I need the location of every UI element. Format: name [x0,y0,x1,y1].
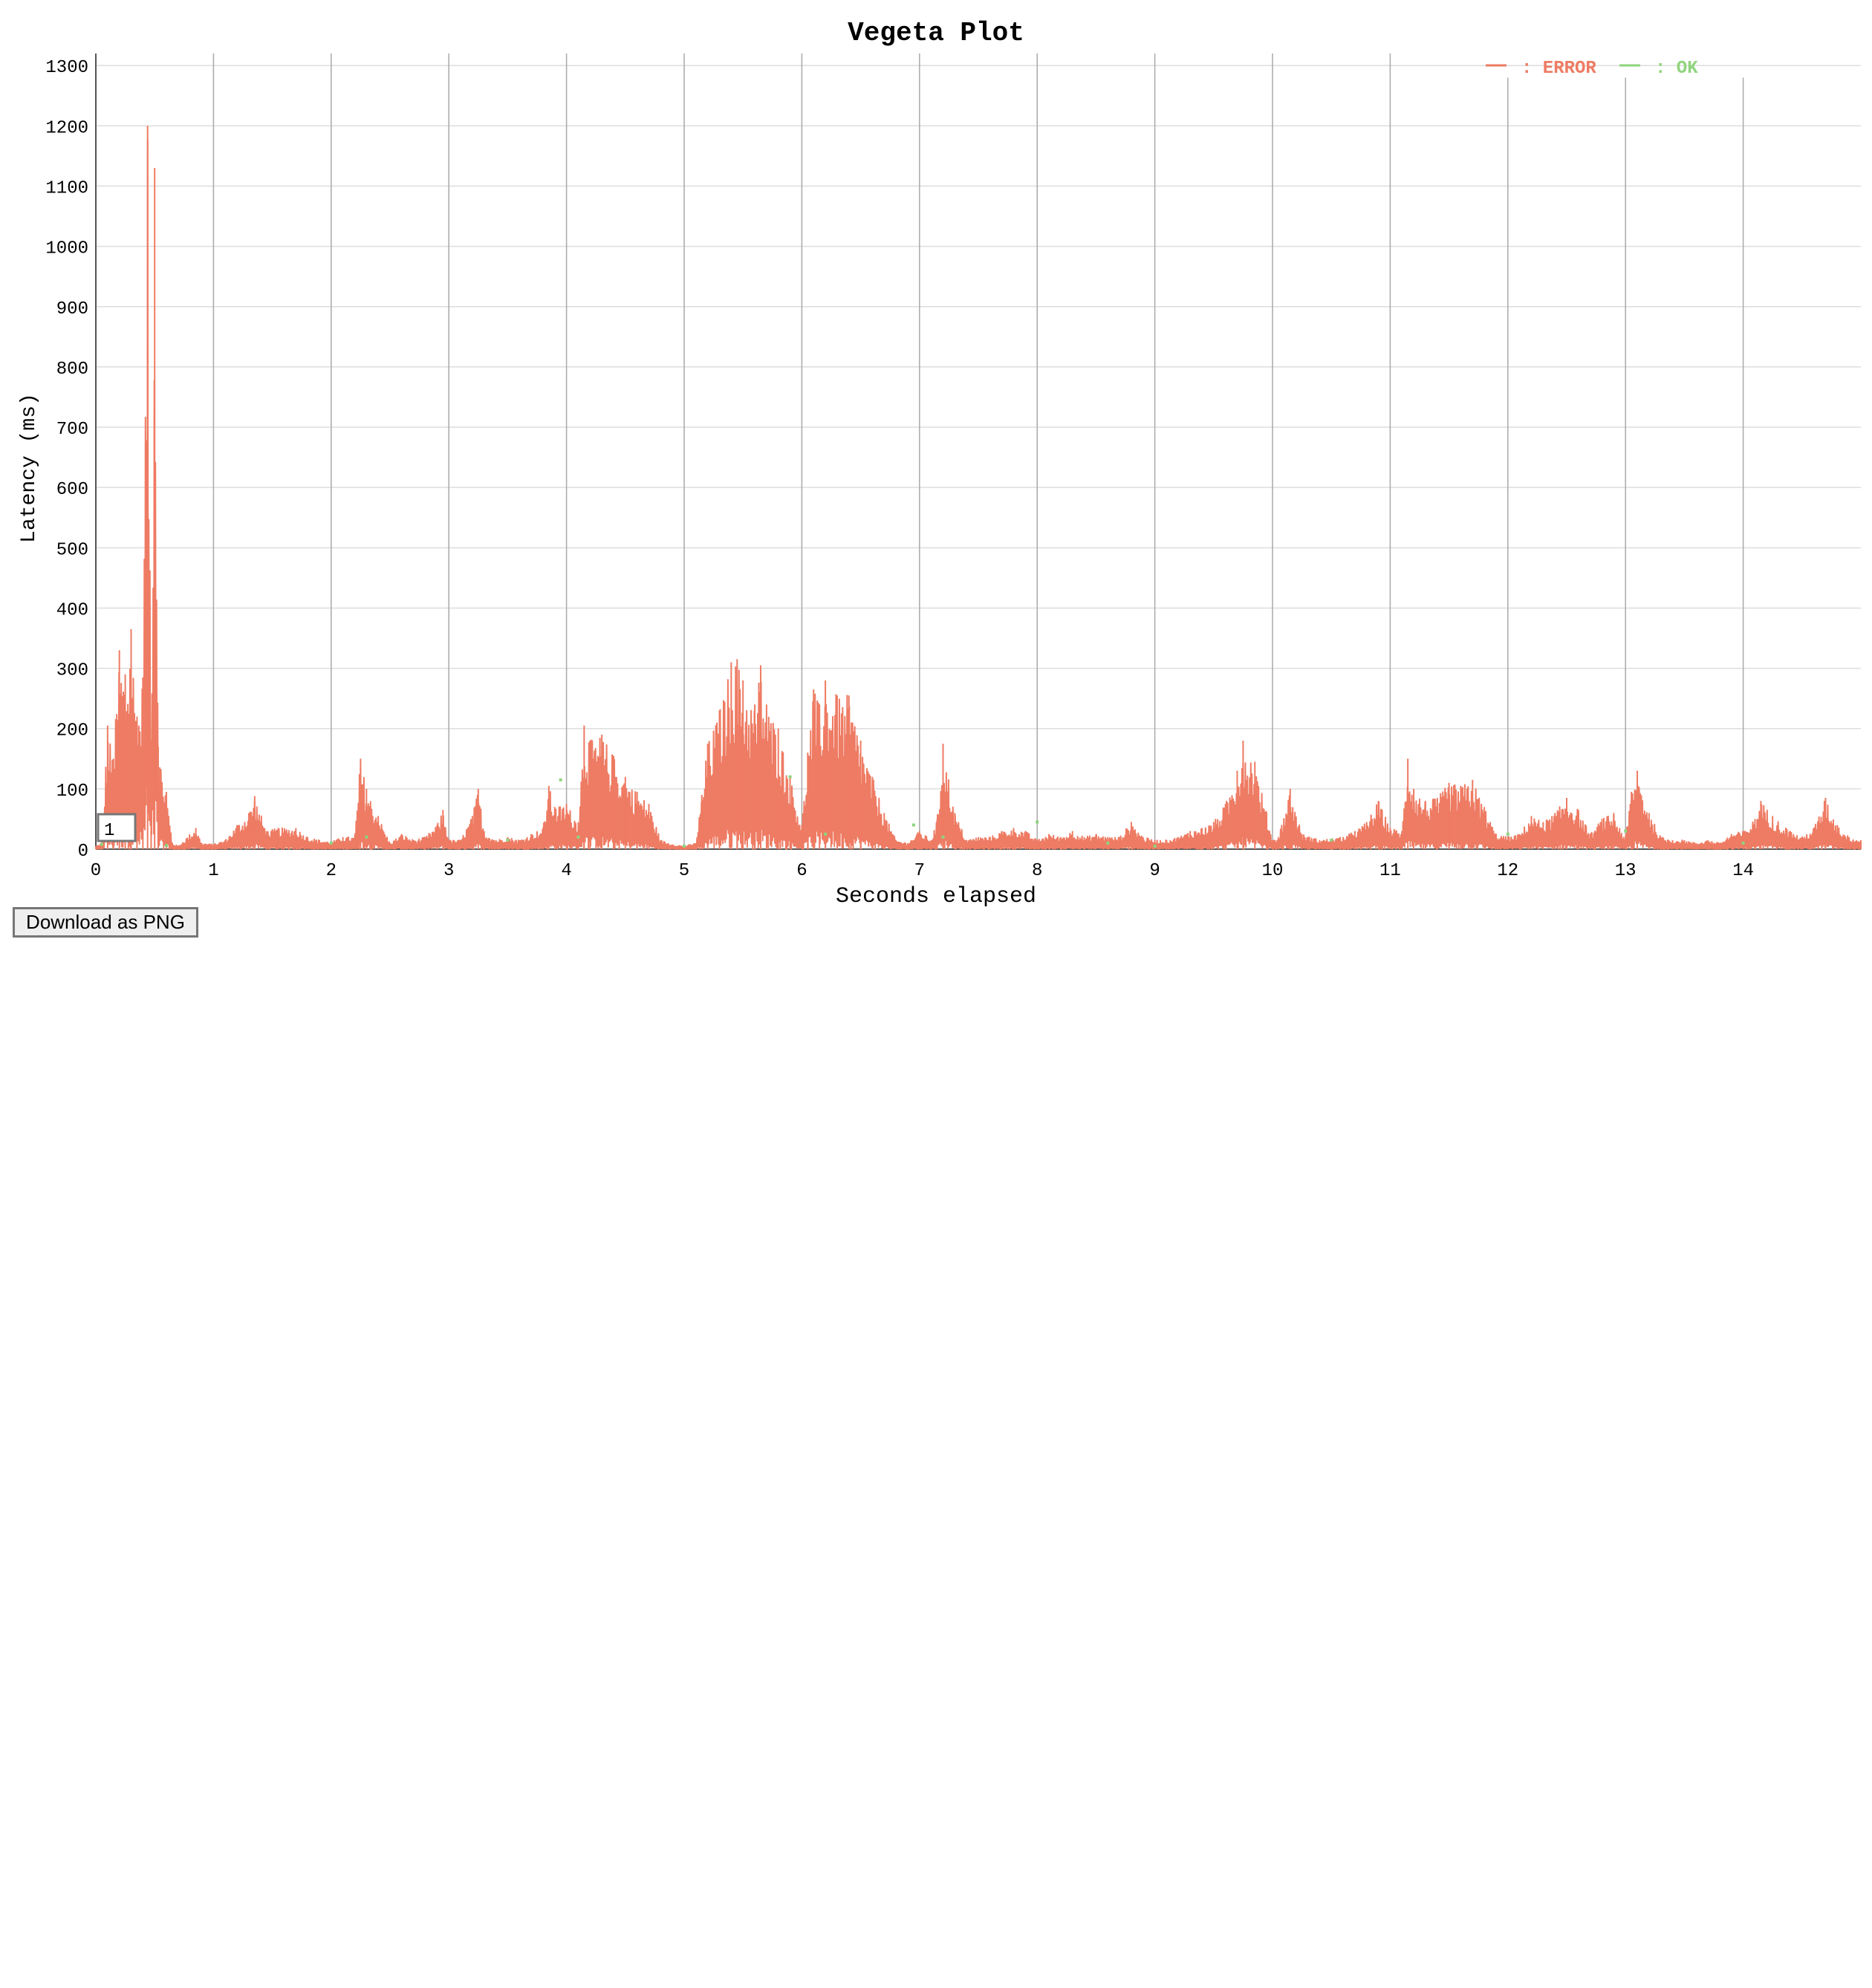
ok-point [576,835,580,839]
download-png-button[interactable]: Download as PNG [13,907,198,938]
y-tick-label: 800 [56,360,88,380]
y-tick-label: 100 [56,782,88,802]
ok-point [329,841,333,845]
ok-point [559,778,562,782]
x-tick-label: 5 [679,861,689,881]
ok-point [911,823,915,827]
legend: : ERROR : OK [1486,59,1698,79]
ok-point [165,844,169,848]
ok-point [683,844,686,848]
ok-point [1506,832,1509,836]
ok-point [1624,829,1628,833]
x-tick-label: 1 [208,861,218,881]
ok-point [100,842,103,846]
y-tick-label: 1100 [45,179,88,199]
ok-point [365,835,368,839]
ok-point [1106,841,1110,845]
ok-point [1153,844,1157,848]
x-tick-label: 13 [1615,861,1637,881]
x-tick-label: 0 [91,861,101,881]
y-tick-label: 200 [56,721,88,741]
legend-error-label: : ERROR [1521,59,1596,79]
y-tick-label: 900 [56,299,88,319]
y-tick-label: 300 [56,661,88,681]
vegeta-chart: Vegeta Plot 0100200300400500600700800900… [18,18,1862,909]
range-selector[interactable]: 1 [97,813,137,842]
ok-point [1036,820,1039,824]
x-tick-label: 14 [1732,861,1754,881]
y-tick-label: 600 [56,480,88,500]
ok-point [941,835,945,839]
chart-title: Vegeta Plot [848,18,1024,48]
x-tick-label: 3 [443,861,454,881]
ok-point [1330,838,1333,842]
x-tick-label: 9 [1149,861,1160,881]
y-tick-label: 700 [56,420,88,440]
x-tick-label: 7 [914,861,925,881]
y-tick-label: 1300 [45,58,88,78]
legend-ok-label: : OK [1655,59,1698,79]
x-tick-label: 10 [1262,861,1284,881]
y-tick-label: 1000 [45,239,88,259]
y-tick-label: 0 [78,842,88,862]
x-tick-label: 11 [1379,861,1401,881]
y-tick-label: 1200 [45,118,88,138]
y-axis-label: Latency (ms) [18,393,41,543]
x-axis-label: Seconds elapsed [836,884,1036,909]
x-tick-label: 4 [561,861,571,881]
range-selector-value: 1 [104,821,114,841]
ok-point [824,832,828,836]
y-tick-label: 500 [56,540,88,560]
x-tick-label: 8 [1032,861,1042,881]
x-tick-label: 2 [326,861,337,881]
ok-point [506,838,510,842]
y-tick-label: 400 [56,600,88,620]
ok-point [788,775,792,779]
plot-area [95,126,1862,850]
grid [96,53,1861,849]
axes: 0100200300400500600700800900100011001200… [45,53,1861,881]
ok-point [1741,841,1745,845]
x-tick-label: 6 [796,861,807,881]
x-tick-label: 12 [1497,861,1518,881]
